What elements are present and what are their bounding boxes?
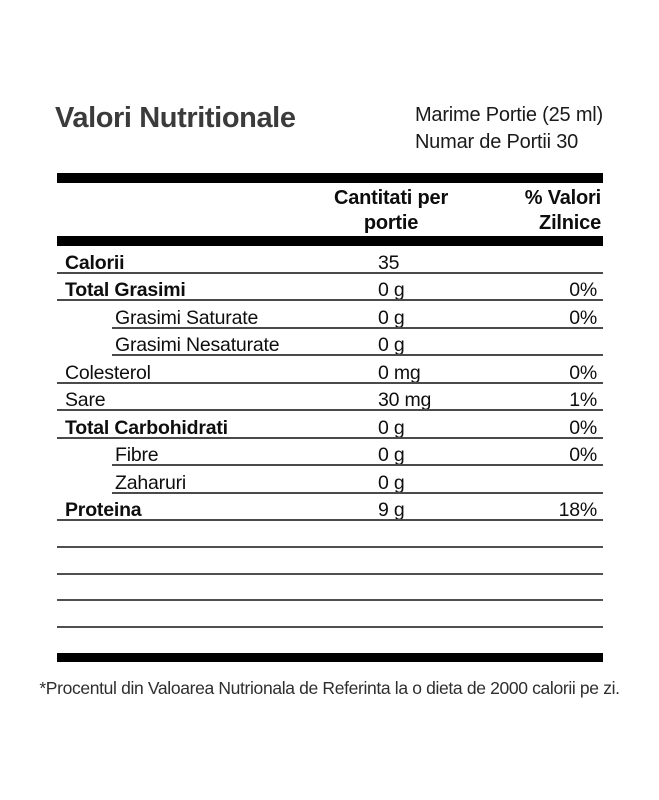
- nutrient-amount: 0 g: [378, 444, 405, 466]
- nutrient-label: Calorii: [65, 251, 125, 274]
- nutrient-row-total-grasimi: Total Grasimi 0 g 0%: [57, 274, 603, 302]
- nutrient-amount: 0 g: [378, 416, 405, 439]
- nutrient-label: Proteina: [65, 499, 142, 521]
- nutrient-amount: 0 g: [378, 471, 405, 494]
- nutrient-label: Fibre: [115, 444, 159, 466]
- header-divider-bar: [57, 236, 603, 246]
- nutrient-amount: 0 g: [378, 334, 405, 356]
- nutrient-row-zaharuri: Zaharuri 0 g: [57, 466, 603, 494]
- daily-value-footnote: *Procentul din Valoarea Nutrionala de Re…: [39, 678, 620, 698]
- nutrient-amount: 0 g: [378, 279, 405, 301]
- blank-row: [57, 601, 603, 628]
- nutrient-row-sare: Sare 30 mg 1%: [57, 384, 603, 412]
- nutrient-row-total-carbohidrati: Total Carbohidrati 0 g 0%: [57, 411, 603, 439]
- label-body: Valori Nutritionale Marime Portie (25 ml…: [55, 0, 603, 662]
- nutrient-row-calorii: Calorii 35: [57, 246, 603, 274]
- daily-value-column-header: % Valori Zilnice: [524, 187, 601, 234]
- nutrient-label: Total Carbohidrati: [65, 416, 228, 439]
- amount-column-header: Cantitati per portie: [333, 187, 449, 234]
- servings-per-container: Numar de Portii 30: [414, 131, 579, 153]
- nutrient-daily-value: 0%: [569, 279, 597, 301]
- nutrient-row-proteina: Proteina 9 g 18%: [57, 494, 603, 522]
- nutrient-row-grasimi-saturate: Grasimi Saturate 0 g 0%: [57, 301, 603, 329]
- nutrient-amount: 0 mg: [378, 361, 421, 384]
- nutrient-daily-value: 0%: [569, 416, 597, 439]
- nutrient-label: Sare: [65, 389, 106, 411]
- label-header: Valori Nutritionale Marime Portie (25 ml…: [55, 0, 603, 156]
- nutrient-daily-value: 0%: [569, 444, 597, 466]
- nutrient-amount: 30 mg: [378, 389, 432, 411]
- blank-row: [57, 521, 603, 548]
- blank-row: [57, 548, 603, 575]
- serving-info: Marime Portie (25 ml) Numar de Portii 30: [415, 102, 603, 156]
- column-headers: Cantitati per portie % Valori Zilnice: [57, 183, 603, 236]
- blank-row: [57, 575, 603, 602]
- nutrient-amount: 0 g: [378, 306, 405, 329]
- nutrient-label: Grasimi Saturate: [115, 306, 259, 329]
- nutrient-daily-value: 0%: [569, 306, 597, 329]
- nutrient-row-colesterol: Colesterol 0 mg 0%: [57, 356, 603, 384]
- nutrient-amount: 35: [378, 251, 400, 274]
- serving-size: Marime Portie (25 ml): [414, 104, 603, 126]
- nutrient-label: Colesterol: [65, 361, 151, 384]
- nutrient-row-fibre: Fibre 0 g 0%: [57, 439, 603, 467]
- nutrient-daily-value: 1%: [569, 389, 597, 411]
- top-divider-bar: [57, 173, 603, 183]
- nutrient-daily-value: 18%: [558, 499, 598, 521]
- bottom-divider-bar: [57, 653, 603, 662]
- nutrient-amount: 9 g: [378, 499, 405, 521]
- nutrient-daily-value: 0%: [569, 361, 597, 384]
- nutrient-row-grasimi-nesaturate: Grasimi Nesaturate 0 g: [57, 329, 603, 357]
- nutrient-label: Grasimi Nesaturate: [115, 334, 280, 356]
- page-title: Valori Nutritionale: [55, 102, 296, 134]
- nutrient-label: Zaharuri: [115, 471, 187, 494]
- nutrient-label: Total Grasimi: [65, 279, 186, 301]
